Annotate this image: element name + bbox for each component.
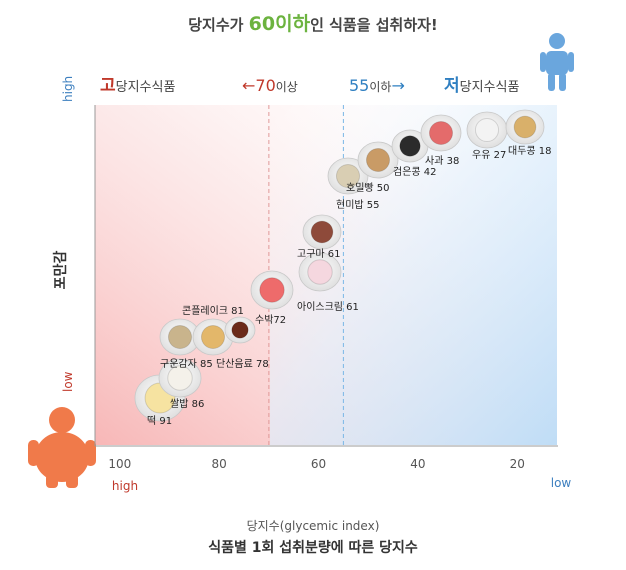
rye-bread-icon: 호밀빵 50 (346, 141, 399, 194)
food-data-label: 고구마 61 (297, 248, 341, 260)
x-axis-low-label: low (551, 476, 572, 490)
food-data-label: 아이스크림 61 (297, 301, 359, 313)
y-axis-low-label: low (61, 371, 75, 392)
food-data-label: 우유 27 (472, 149, 506, 161)
overweight-person-icon (28, 407, 96, 488)
food-data-label: 대두콩 18 (508, 145, 552, 157)
x-tick-labels: 100 80 60 40 20 (108, 457, 525, 471)
food-item-marker (310, 220, 334, 244)
food-data-label: 현미밥 55 (336, 199, 380, 211)
food-data-label: 수박72 (255, 314, 286, 326)
x-tick-label: 20 (510, 457, 525, 471)
page-headline: 당지수가 60이하인 식품을 섭취하자! (188, 13, 438, 35)
x-tick-label: 60 (311, 457, 326, 471)
baked-potato-icon: 구운감자 85 (159, 318, 213, 370)
y-axis-high-label: high (61, 76, 75, 102)
food-item-marker (259, 277, 285, 303)
soybeans-icon: 대두콩 18 (505, 109, 552, 157)
food-item-marker (200, 324, 226, 350)
watermelon-icon: 수박72 (250, 270, 294, 326)
milk-glass-icon: 우유 27 (466, 111, 508, 161)
food-data-label: 사과 38 (425, 155, 459, 167)
food-item-marker (167, 324, 193, 350)
food-item-marker (307, 259, 333, 285)
x-tick-label: 80 (212, 457, 227, 471)
food-data-label: 떡 91 (147, 415, 172, 427)
food-data-label: 검은콩 42 (393, 166, 437, 178)
food-data-label: 쌀밥 86 (170, 398, 204, 410)
headline-prefix: 당지수가 (188, 16, 248, 34)
food-item-marker (513, 115, 537, 139)
headline-highlight: 60이하 (249, 13, 311, 35)
x-axis-high-label: high (112, 479, 138, 493)
cornflakes-icon: 콘플레이크 81 (182, 305, 244, 356)
low-gi-zone-label: 저당지수식품 (444, 76, 519, 96)
food-data-label: 호밀빵 50 (346, 182, 390, 194)
food-item-marker (231, 321, 249, 339)
food-item-marker (365, 147, 391, 173)
threshold-70-label: ←70이상 (242, 76, 298, 95)
brown-rice-icon: 현미밥 55 (327, 157, 380, 211)
white-rice-icon: 쌀밥 86 (158, 358, 204, 410)
food-points: 떡 91 쌀밥 86 구운감자 85 콘플레이크 81 단산음료 78 수박72 아이스크림… (134, 109, 552, 427)
x-axis-title: 당지수(glycemic index) (247, 519, 380, 533)
soda-glass-icon: 단산음료 78 (216, 316, 269, 370)
headline-suffix: 인 식품을 섭취하자! (310, 16, 438, 34)
x-tick-label: 100 (108, 457, 131, 471)
food-data-label: 구운감자 85 (160, 358, 213, 370)
chart-title: 식품별 1회 섭취분량에 따른 당지수 (208, 539, 418, 556)
apple-icon: 사과 38 (420, 114, 462, 167)
black-beans-icon: 검은콩 42 (391, 129, 437, 178)
food-item-marker (167, 365, 193, 391)
y-axis-title: 포만감 (52, 251, 69, 290)
food-item-marker (399, 135, 421, 157)
x-tick-label: 40 (410, 457, 425, 471)
food-item-marker (428, 120, 454, 146)
threshold-55-label: 55이하→ (349, 76, 405, 95)
food-item-marker (335, 163, 361, 189)
food-item-marker (474, 117, 500, 143)
food-data-label: 단산음료 78 (216, 358, 269, 370)
slim-person-icon (540, 33, 574, 91)
sweet-potato-icon: 고구마 61 (297, 214, 342, 260)
food-data-label: 콘플레이크 81 (182, 305, 244, 317)
ice-cream-icon: 아이스크림 61 (297, 252, 359, 313)
high-gi-zone-label: 고당지수식품 (100, 76, 175, 96)
